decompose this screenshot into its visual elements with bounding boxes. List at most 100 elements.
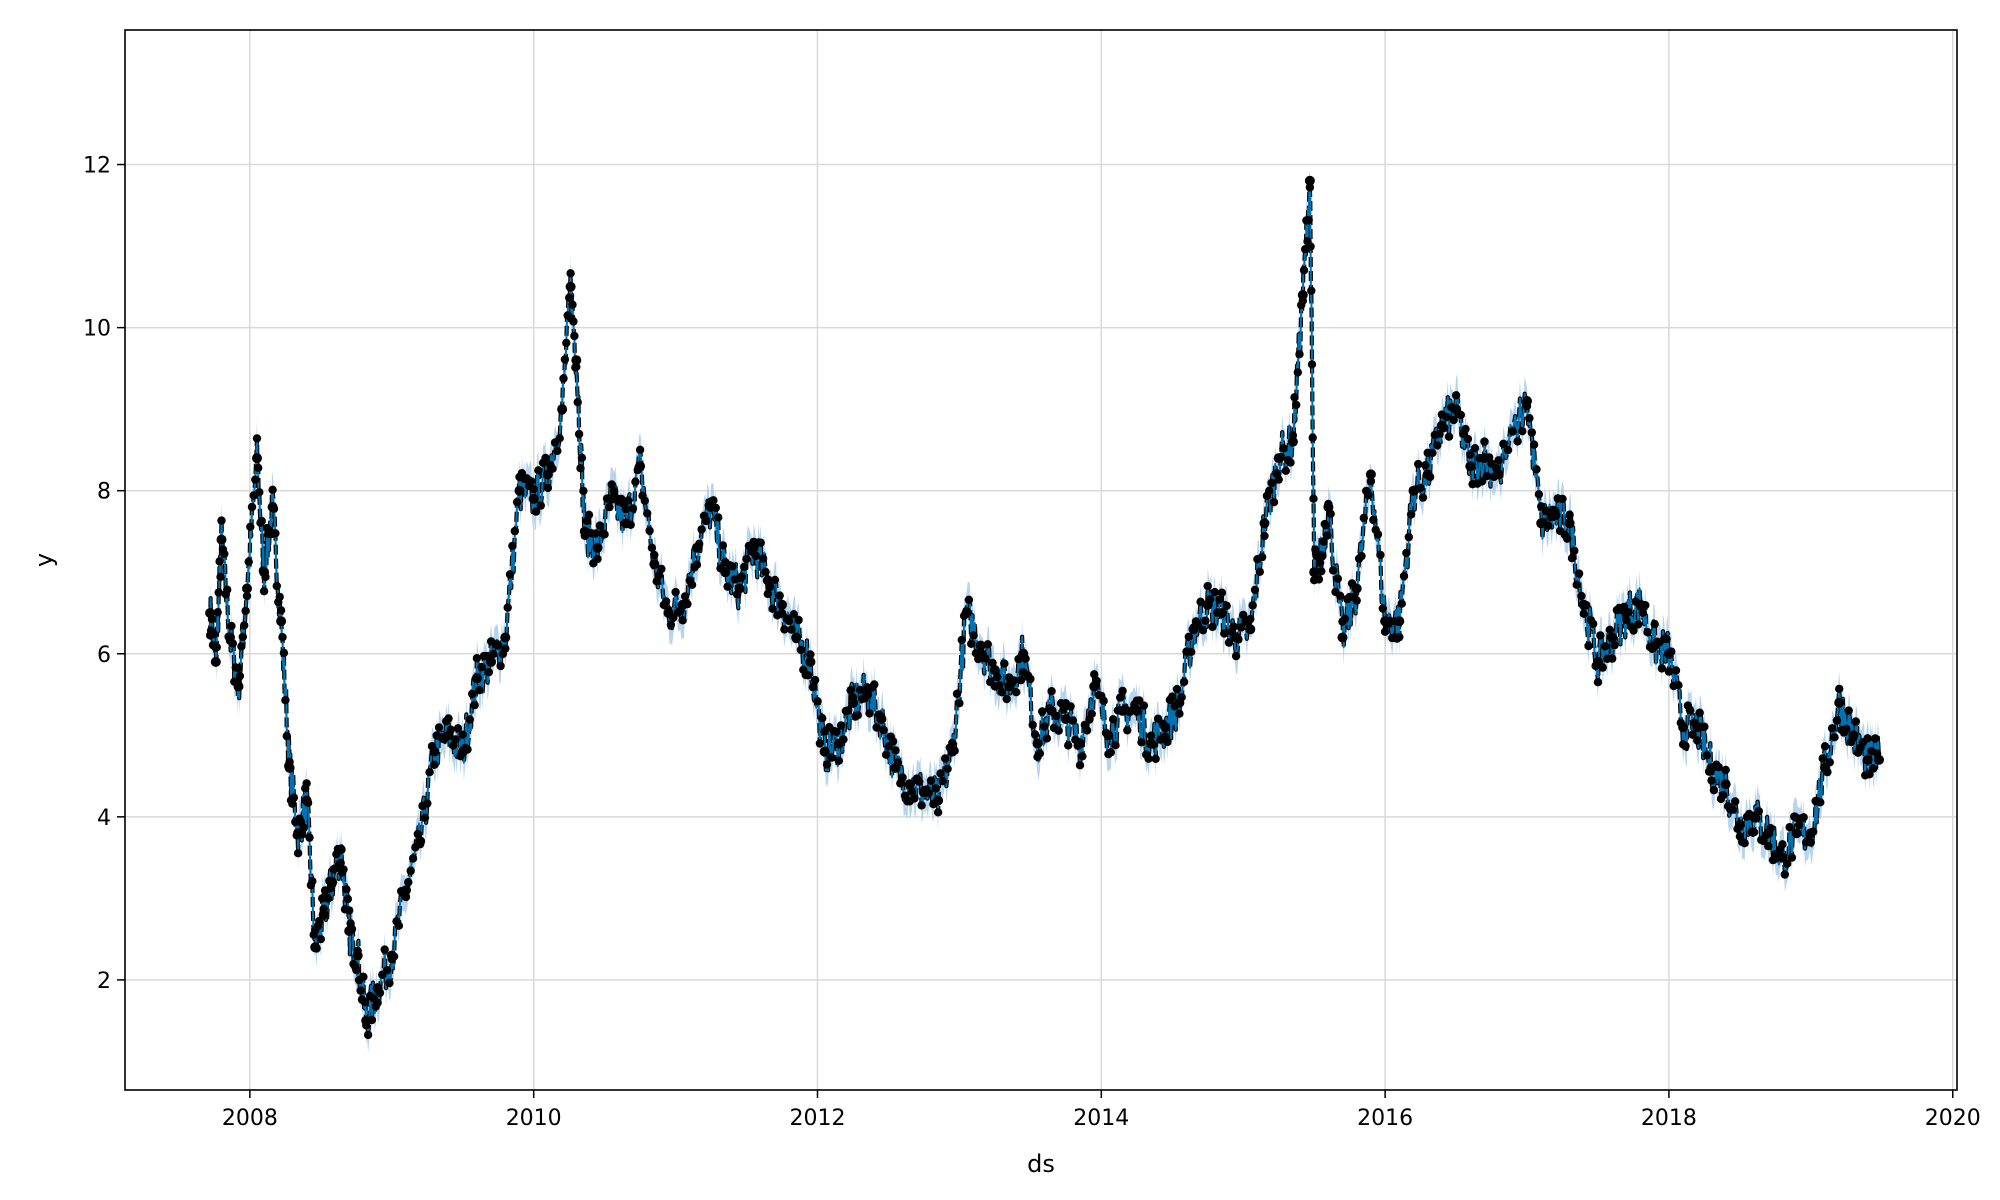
observed-point <box>957 635 966 645</box>
data-point <box>1678 722 1689 733</box>
observed-point <box>1480 437 1489 446</box>
observed-point <box>1518 426 1527 436</box>
data-point <box>1734 820 1745 830</box>
observed-point <box>640 496 649 505</box>
data-point <box>1522 396 1532 406</box>
observed-point <box>879 725 888 735</box>
observed-point <box>1236 623 1246 632</box>
observed-point <box>465 715 474 724</box>
observed-point <box>216 572 225 582</box>
observed-point <box>562 338 571 348</box>
observed-point <box>813 697 822 706</box>
observed-point <box>529 484 538 494</box>
observed-point <box>305 833 314 842</box>
observed-point <box>363 1030 373 1040</box>
x-axis-title: ds <box>1027 1150 1055 1178</box>
observed-point <box>1016 676 1026 685</box>
data-point <box>401 885 411 896</box>
observed-point <box>761 567 770 576</box>
observed-point <box>787 625 796 634</box>
observed-point <box>413 829 422 839</box>
data-point <box>1805 828 1816 839</box>
observed-point <box>1321 521 1331 530</box>
observed-point <box>1220 629 1229 638</box>
observed-point <box>1397 599 1406 608</box>
observed-point <box>1255 567 1265 576</box>
observed-point <box>553 446 562 456</box>
data-point <box>429 746 440 757</box>
observed-point <box>1567 554 1577 563</box>
observed-point <box>1290 393 1299 402</box>
data-point <box>1408 485 1419 496</box>
y-tick-label: 6 <box>97 643 111 668</box>
observed-point <box>1799 813 1808 822</box>
observed-point <box>215 557 224 566</box>
observed-point <box>1323 531 1332 540</box>
observed-point <box>666 620 676 629</box>
observed-point <box>360 997 369 1007</box>
observed-point <box>1695 708 1704 717</box>
observed-point <box>1428 448 1437 458</box>
observed-point <box>1172 684 1182 694</box>
data-point <box>649 559 660 570</box>
observed-point <box>217 516 226 525</box>
observed-point <box>1707 776 1716 785</box>
observed-point <box>697 525 706 534</box>
observed-point <box>1082 726 1092 735</box>
observed-point <box>1820 742 1830 751</box>
observed-point <box>1198 626 1208 635</box>
observed-point <box>282 731 291 741</box>
observed-point <box>855 685 865 694</box>
observed-point <box>1740 839 1749 848</box>
data-point <box>1550 510 1561 521</box>
observed-point <box>1333 574 1343 583</box>
observed-point <box>955 699 964 708</box>
observed-point <box>241 606 250 616</box>
observed-point <box>1026 674 1035 684</box>
data-point <box>1146 738 1156 749</box>
x-tick-label: 2008 <box>222 1106 278 1131</box>
observed-point <box>1307 360 1317 369</box>
observed-points-layer <box>205 175 1884 1040</box>
observed-point <box>1527 428 1537 437</box>
observed-point <box>1570 546 1579 555</box>
data-point <box>210 656 221 667</box>
data-point <box>457 746 468 757</box>
observed-point <box>1203 581 1212 591</box>
data-point <box>1089 681 1100 692</box>
observed-point <box>1151 754 1160 763</box>
observed-point <box>275 592 284 602</box>
observed-point <box>1596 631 1605 640</box>
observed-point <box>1293 368 1303 377</box>
observed-point <box>359 972 368 981</box>
observed-point <box>1650 619 1659 629</box>
observed-point <box>643 509 652 518</box>
observed-point <box>846 686 855 695</box>
observed-point <box>758 554 768 563</box>
observed-point <box>566 269 575 278</box>
observed-point <box>213 608 222 617</box>
observed-point <box>1217 588 1227 597</box>
observed-point <box>1406 510 1416 519</box>
y-tick-label: 12 <box>83 154 111 179</box>
data-point <box>1777 852 1788 863</box>
observed-point <box>1579 609 1589 618</box>
observed-point <box>1494 456 1503 465</box>
observed-point <box>881 750 891 759</box>
data-point <box>748 542 759 553</box>
observed-point <box>1054 726 1063 735</box>
observed-point <box>271 529 280 538</box>
observed-point <box>609 487 619 496</box>
observed-point <box>1563 534 1572 543</box>
observed-point <box>1482 472 1492 481</box>
observed-point <box>1137 738 1146 747</box>
observed-point <box>1638 608 1648 617</box>
observed-point <box>796 645 806 655</box>
observed-point <box>1231 651 1241 661</box>
observed-point <box>933 808 943 817</box>
observed-point <box>1175 709 1184 718</box>
observed-point <box>853 711 862 720</box>
observed-point <box>560 355 570 364</box>
observed-point <box>1608 654 1617 663</box>
observed-point <box>1513 437 1522 446</box>
